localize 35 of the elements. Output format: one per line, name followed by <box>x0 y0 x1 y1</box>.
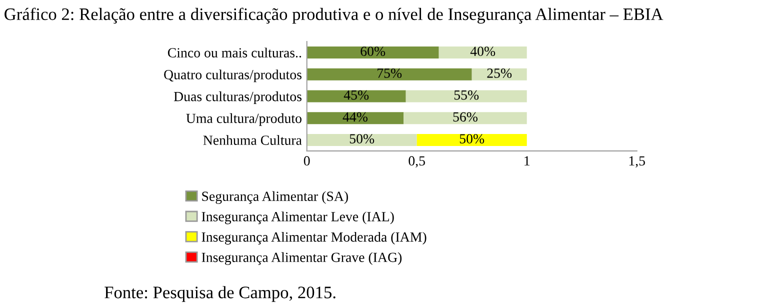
bar <box>306 68 472 80</box>
x-tick-label: 1 <box>524 156 530 166</box>
bar <box>438 46 527 59</box>
legend-label: Insegurança Alimentar Grave (IAG) <box>202 252 402 265</box>
data-label: 75% <box>378 68 402 78</box>
data-label: 50% <box>460 134 484 144</box>
chart-title: Gráfico 2: Relação entre a diversificação produtiva e o nível de Insegurança Alimentar – EBIA <box>4 8 664 24</box>
data-label: 40% <box>470 46 496 56</box>
y-tick-label: Duas culturas/produtos <box>174 91 302 104</box>
data-label: 56% <box>453 112 478 122</box>
x-tick-label: 0 <box>304 156 310 166</box>
data-label: 60% <box>360 46 386 56</box>
bar <box>404 112 527 124</box>
y-tick-label: Nenhuma Cultura <box>203 135 302 145</box>
y-tick-label: Quatro culturas/produtos <box>164 70 302 82</box>
bar <box>406 90 527 102</box>
bar <box>306 134 417 146</box>
bar <box>416 134 527 146</box>
source-note: Fonte: Pesquisa de Campo, 2015. <box>104 286 336 302</box>
data-label: 25% <box>487 68 512 78</box>
x-tick-label: 0,5 <box>408 156 425 168</box>
data-label: 55% <box>454 90 479 100</box>
bar <box>306 46 439 59</box>
bar <box>472 68 527 80</box>
data-label: 50% <box>350 134 374 144</box>
y-tick-label: Uma cultura/produto <box>186 113 302 126</box>
data-label: 45% <box>344 90 369 100</box>
bar <box>306 112 404 124</box>
data-label: 44% <box>342 112 368 122</box>
x-tick-label: 1,5 <box>629 156 645 168</box>
bar <box>306 90 406 102</box>
legend-label: Insegurança Alimentar Leve (IAL) <box>202 212 394 224</box>
y-tick-label: Cinco ou mais culturas.. <box>168 48 302 58</box>
legend-label: Insegurança Alimentar Moderada (IAM) <box>202 232 426 245</box>
legend-label: Segurança Alimentar (SA) <box>202 191 348 204</box>
